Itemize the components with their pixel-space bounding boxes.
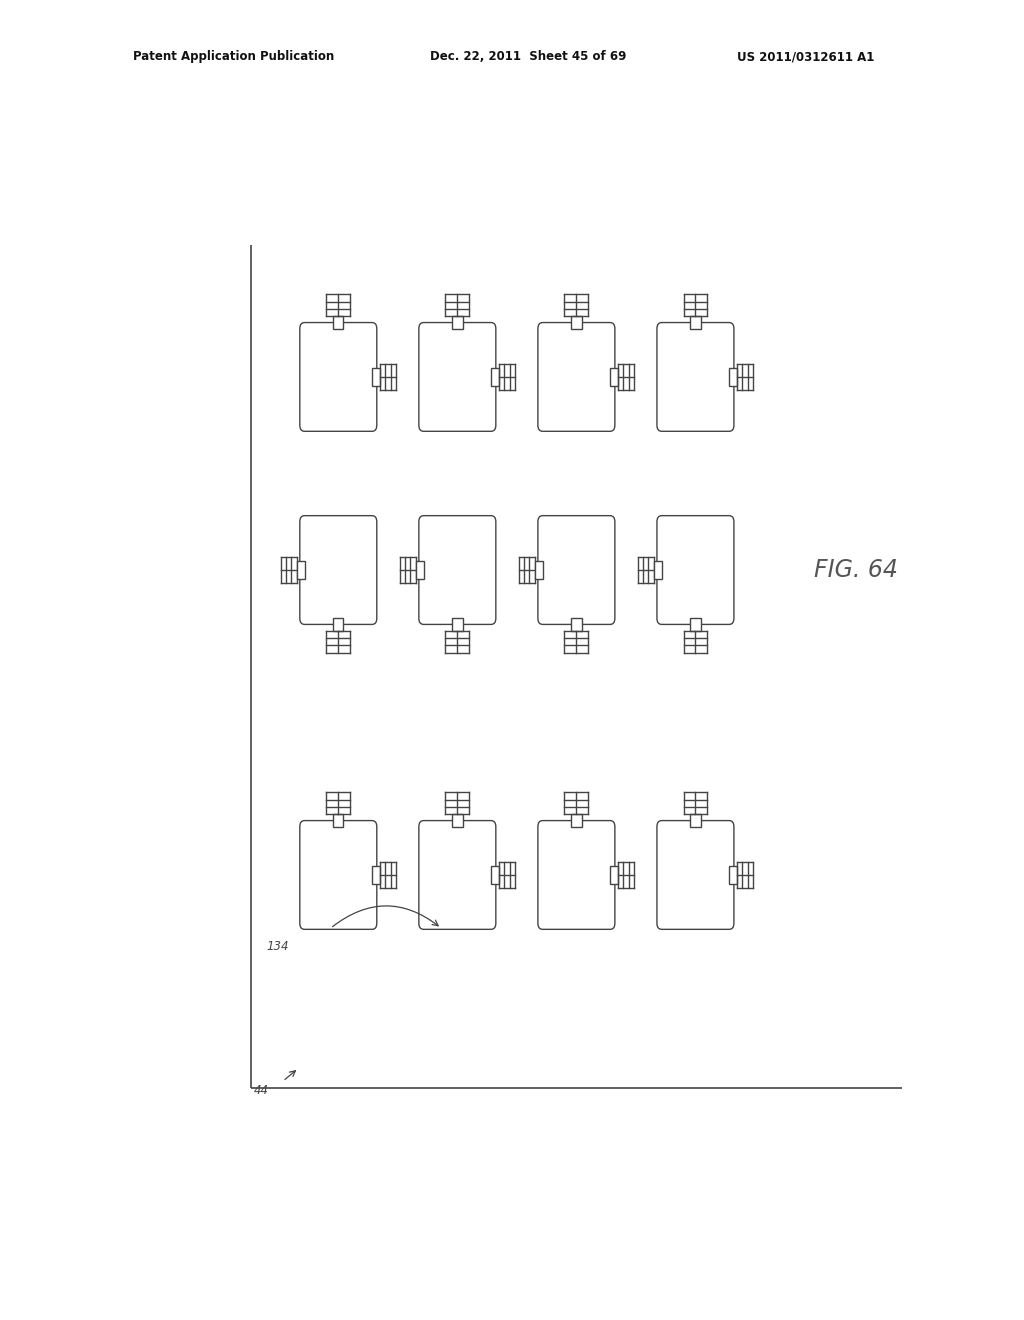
FancyBboxPatch shape	[300, 322, 377, 432]
FancyBboxPatch shape	[538, 322, 614, 432]
FancyBboxPatch shape	[419, 322, 496, 432]
Bar	[653, 561, 662, 579]
Bar	[492, 368, 499, 385]
Bar	[690, 317, 700, 329]
Bar	[535, 561, 543, 579]
FancyBboxPatch shape	[657, 821, 734, 929]
FancyBboxPatch shape	[300, 516, 377, 624]
FancyBboxPatch shape	[419, 516, 496, 624]
FancyBboxPatch shape	[538, 821, 614, 929]
Text: 134: 134	[267, 940, 290, 953]
Text: Dec. 22, 2011  Sheet 45 of 69: Dec. 22, 2011 Sheet 45 of 69	[430, 50, 627, 63]
Bar	[571, 618, 582, 631]
Text: US 2011/0312611 A1: US 2011/0312611 A1	[737, 50, 874, 63]
Bar	[297, 561, 304, 579]
Bar	[453, 814, 463, 826]
Bar	[690, 814, 700, 826]
Bar	[610, 368, 618, 385]
Bar	[333, 618, 343, 631]
Bar	[729, 866, 737, 884]
Bar	[453, 317, 463, 329]
Bar	[372, 368, 380, 385]
FancyBboxPatch shape	[657, 322, 734, 432]
Bar	[729, 368, 737, 385]
Text: 44: 44	[253, 1084, 268, 1097]
Bar	[690, 618, 700, 631]
FancyBboxPatch shape	[419, 821, 496, 929]
FancyBboxPatch shape	[300, 821, 377, 929]
Text: Patent Application Publication: Patent Application Publication	[133, 50, 335, 63]
Bar	[571, 814, 582, 826]
Bar	[571, 317, 582, 329]
Bar	[333, 814, 343, 826]
Bar	[610, 866, 618, 884]
Text: FIG. 64: FIG. 64	[814, 558, 898, 582]
FancyBboxPatch shape	[657, 516, 734, 624]
Bar	[333, 317, 343, 329]
Bar	[372, 866, 380, 884]
Bar	[492, 866, 499, 884]
Bar	[453, 618, 463, 631]
FancyBboxPatch shape	[538, 516, 614, 624]
Bar	[416, 561, 424, 579]
